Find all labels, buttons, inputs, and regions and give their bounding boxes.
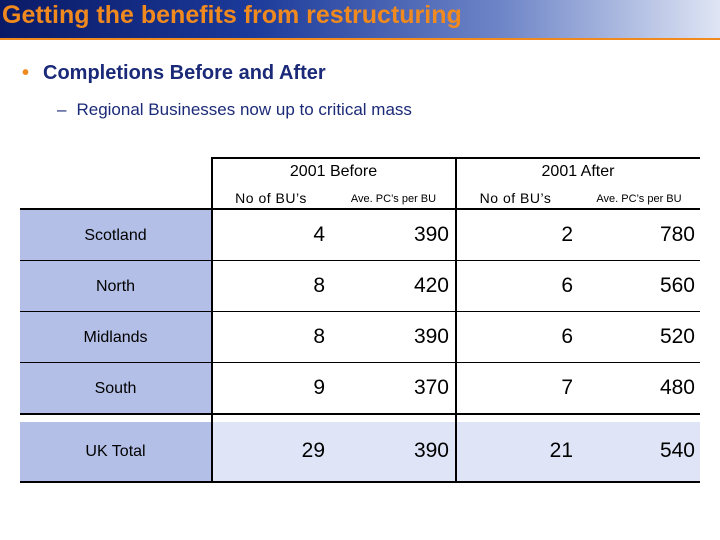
row-label: Midlands	[20, 312, 211, 363]
table-cell: 780	[659, 223, 695, 246]
table-cell: 520	[659, 325, 695, 348]
table-cell: 7	[561, 376, 573, 399]
bullet-dash-icon: –	[57, 100, 67, 119]
row-label: South	[20, 363, 211, 414]
row-label: UK Total	[20, 422, 211, 482]
bullet-dot-icon: •	[22, 62, 30, 84]
row-label: North	[20, 261, 211, 312]
table-cell: 8	[313, 325, 325, 348]
main-bullet: • Completions Before and After	[22, 62, 326, 85]
table-cell: 540	[659, 439, 695, 462]
column-header-before-bus: No of BU’s	[235, 190, 307, 206]
table-cell: 8	[313, 274, 325, 297]
table-cell: 9	[313, 376, 325, 399]
table-cell: 6	[561, 325, 573, 348]
sub-bullet: – Regional Businesses now up to critical …	[57, 100, 412, 120]
group-header-before: 2001 Before	[289, 163, 378, 180]
row-divider	[20, 413, 700, 415]
table-cell: 420	[413, 274, 449, 297]
table-cell: 390	[413, 325, 449, 348]
group-header-after: 2001 After	[541, 163, 615, 180]
table-cell: 480	[659, 376, 695, 399]
data-top-rule	[20, 208, 700, 210]
column-header-after-avg: Ave. PC’s per BU	[596, 193, 682, 205]
table-cell: 390	[413, 439, 449, 462]
header-middle-rule	[455, 157, 457, 210]
row-label: Scotland	[20, 210, 211, 261]
table-cell: 2	[561, 223, 573, 246]
table-cell: 6	[561, 274, 573, 297]
column-header-after-bus: No of BU’s	[479, 190, 552, 206]
table-cell: 21	[549, 439, 573, 462]
table-cell: 4	[313, 223, 325, 246]
title-bar: Getting the benefits from restructuring	[0, 0, 720, 38]
table-cell: 390	[413, 223, 449, 246]
header-left-rule	[211, 157, 213, 210]
table-cell: 29	[301, 439, 325, 462]
main-bullet-text: Completions Before and After	[43, 62, 326, 84]
title-underline	[0, 38, 720, 40]
column-header-before-avg: Ave. PC’s per BU	[350, 193, 437, 205]
sub-bullet-text: Regional Businesses now up to critical m…	[76, 100, 412, 119]
row-divider	[20, 481, 700, 483]
table-cell: 560	[659, 274, 695, 297]
data-middle-rule	[455, 208, 457, 482]
table-cell: 370	[413, 376, 449, 399]
data-left-rule	[211, 208, 213, 482]
page-title: Getting the benefits from restructuring	[2, 1, 462, 29]
